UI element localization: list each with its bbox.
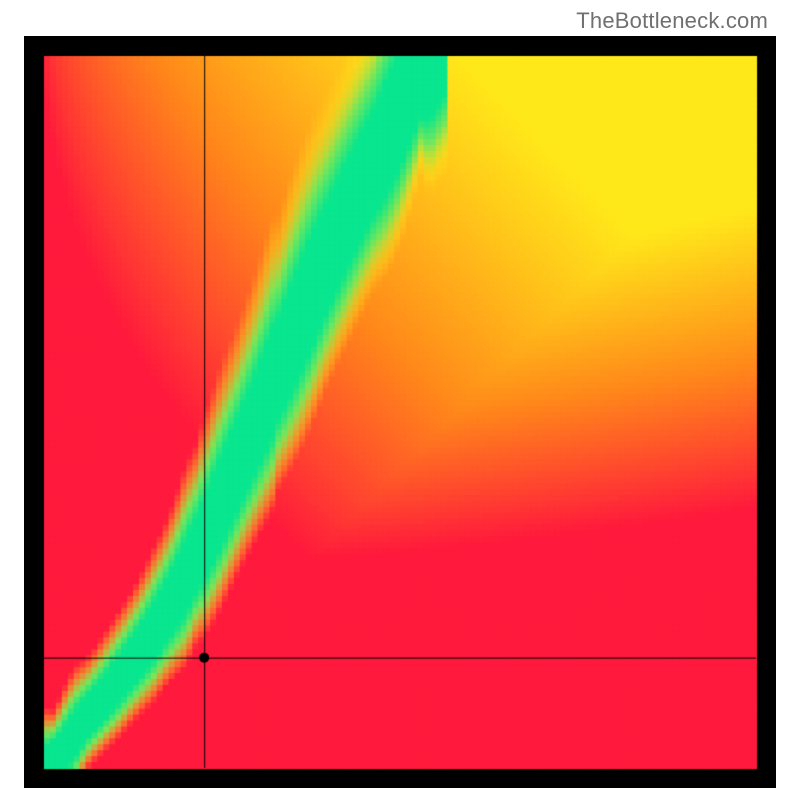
bottleneck-heatmap bbox=[24, 36, 776, 788]
watermark-label: TheBottleneck.com bbox=[576, 8, 768, 34]
heatmap-canvas bbox=[24, 36, 776, 788]
